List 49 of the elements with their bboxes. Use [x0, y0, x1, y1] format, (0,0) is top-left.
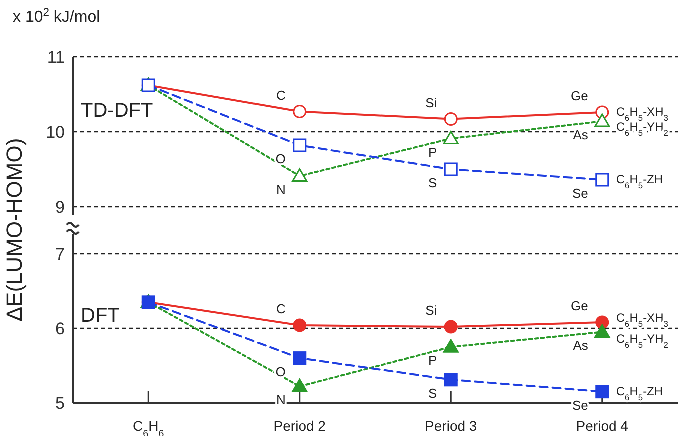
point: [293, 138, 307, 152]
point: [444, 162, 458, 176]
annotation: Si: [426, 303, 438, 318]
point: [292, 168, 308, 182]
chart-subtitle: x 10$^{2}$ kJ/mol: [13, 7, 100, 26]
annotation: Si: [426, 95, 438, 110]
y-axis-title: ΔE(LUMO-HOMO): [2, 138, 27, 322]
point: [293, 318, 307, 332]
point: [594, 324, 610, 338]
series-label: C$_{6}$H$_{5}$-ZH: [616, 384, 664, 402]
annotation: Se: [572, 186, 588, 201]
series-label: C$_{6}$H$_{5}$-YH$_{2}$: [616, 332, 669, 350]
y-tick-label: 10: [46, 122, 65, 142]
x-tick-label: Period 4: [576, 418, 629, 434]
y-tick-label: 11: [47, 48, 65, 67]
y-tick-label: 7: [56, 244, 65, 264]
point: [292, 378, 308, 392]
point: [444, 373, 458, 387]
annotation: Ge: [571, 88, 588, 104]
annotation: O: [276, 364, 286, 380]
x-tick-label: Period 3: [425, 418, 478, 434]
y-tick-label: 6: [56, 319, 65, 338]
y-tick-label: 9: [56, 198, 65, 217]
point: [443, 131, 459, 144]
point: [594, 114, 610, 128]
annotation: O: [276, 152, 286, 166]
annotation: DFT: [81, 305, 120, 327]
annotation: S: [428, 176, 438, 190]
annotation: P: [428, 144, 438, 160]
series-label: C$_{6}$H$_{5}$-ZH: [616, 172, 664, 191]
point: [444, 112, 458, 126]
point: [596, 173, 610, 187]
point: [444, 320, 458, 334]
point: [293, 105, 307, 118]
annotation: C: [276, 88, 286, 103]
annotation: C: [276, 302, 286, 317]
annotation: P: [428, 353, 438, 368]
annotation: N: [276, 182, 286, 198]
point: [443, 339, 459, 353]
point: [596, 385, 610, 399]
series-label: C$_{6}$H$_{5}$-XH$_{3}$: [616, 105, 669, 124]
annotation: Ge: [571, 298, 588, 314]
x-tick-label: Period 2: [274, 418, 326, 434]
annotation: As: [573, 338, 589, 354]
annotation: S: [428, 386, 438, 401]
series-label: C$_{6}$H$_{5}$-XH$_{3}$: [616, 311, 669, 330]
y-tick-label: 5: [56, 394, 65, 413]
point: [293, 352, 307, 366]
annotation: TD-DFT: [81, 100, 154, 122]
